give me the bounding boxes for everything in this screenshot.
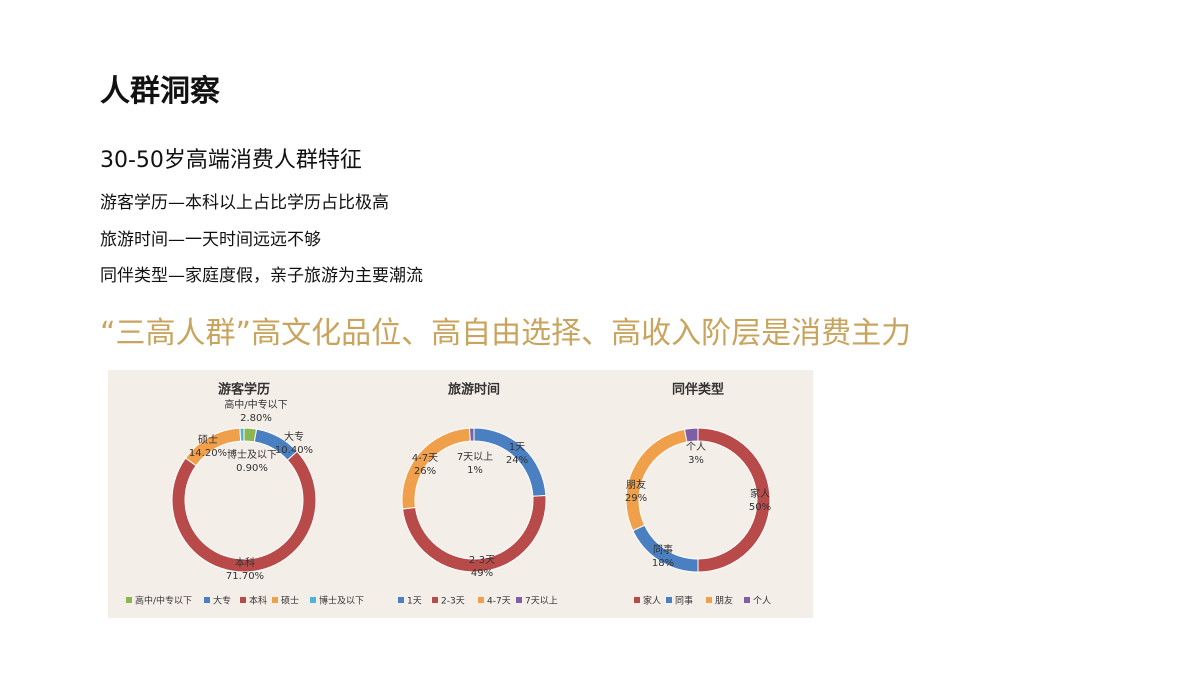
legend-label: 博士及以下 — [319, 595, 364, 607]
legend-label: 朋友 — [715, 595, 733, 607]
data-label: 本科 71.70% — [226, 556, 264, 582]
legend-swatch — [204, 597, 210, 603]
data-label: 硕士 14.20% — [189, 433, 227, 459]
bullet: 同伴类型—家庭度假，亲子旅游为主要潮流 — [100, 266, 423, 286]
legend-swatch — [478, 597, 484, 603]
highlight: “三高人群”高文化品位、高自由选择、高收入阶层是消费主力 — [100, 316, 912, 351]
label-value: 49% — [471, 568, 493, 579]
legend-label: 7天以上 — [525, 596, 558, 607]
label-category: 高中/中专以下 — [224, 398, 287, 411]
data-label: 家人 50% — [749, 487, 771, 513]
label-value: 2.80% — [240, 413, 272, 424]
legend-swatch — [398, 597, 404, 603]
label-value: 3% — [688, 455, 704, 466]
data-label: 同事 18% — [652, 543, 674, 569]
label-value: 71.70% — [226, 571, 264, 582]
data-label: 4-7天 26% — [412, 453, 438, 477]
legend-swatch — [634, 597, 640, 603]
legend-swatch — [310, 597, 316, 603]
label-category: 家人 — [750, 487, 770, 500]
legend-label: 大专 — [213, 595, 231, 607]
label-value: 50% — [749, 502, 771, 513]
legend-label: 1天 — [407, 597, 422, 607]
data-label: 7天以上 1% — [457, 451, 493, 476]
label-value: 14.20% — [189, 448, 227, 459]
data-label: 1天 24% — [506, 442, 528, 466]
data-label: 朋友 29% — [625, 478, 647, 504]
label-category: 同事 — [653, 543, 673, 556]
legend-swatch — [432, 597, 438, 603]
legend-swatch — [744, 597, 750, 603]
chart-panel — [108, 370, 813, 618]
legend-label: 2-3天 — [441, 597, 465, 607]
data-label: 博士及以下 0.90% — [227, 448, 277, 474]
bullet: 旅游时间—一天时间远远不够 — [100, 230, 321, 250]
legend-swatch — [240, 597, 246, 603]
label-category: 博士及以下 — [227, 448, 277, 461]
label-category: 本科 — [235, 556, 255, 569]
label-value: 18% — [652, 558, 674, 569]
chart-title: 旅游时间 — [448, 382, 500, 398]
donut-slice — [468, 427, 475, 442]
data-label: 2-3天 49% — [469, 555, 495, 579]
legend-label: 高中/中专以下 — [135, 595, 192, 607]
donut-slice — [239, 427, 245, 442]
label-category: 1天 — [509, 442, 525, 453]
data-label: 高中/中专以下 2.80% — [224, 398, 287, 424]
label-value: 26% — [414, 466, 436, 477]
donut-slice — [683, 427, 699, 443]
legend-label: 家人 — [643, 595, 661, 607]
legend-label: 个人 — [753, 596, 771, 607]
legend-swatch — [272, 597, 278, 603]
legend-swatch — [516, 597, 522, 603]
legend-label: 同事 — [675, 595, 693, 607]
label-value: 0.90% — [236, 463, 268, 474]
chart-title: 游客学历 — [218, 382, 270, 398]
label-category: 2-3天 — [469, 555, 495, 566]
legend-swatch — [126, 597, 132, 603]
label-category: 朋友 — [626, 478, 646, 491]
label-value: 1% — [467, 465, 483, 476]
label-category: 个人 — [686, 441, 706, 453]
legend-swatch — [706, 597, 712, 603]
label-category: 4-7天 — [412, 453, 438, 464]
legend-label: 硕士 — [281, 595, 299, 607]
bullet: 游客学历—本科以上占比学历占比极高 — [100, 193, 389, 213]
label-category: 硕士 — [198, 433, 218, 446]
label-value: 29% — [625, 493, 647, 504]
label-value: 24% — [506, 455, 528, 466]
chart-title: 同伴类型 — [672, 382, 724, 398]
data-label: 大专 10.40% — [275, 430, 313, 456]
legend-label: 4-7天 — [487, 597, 511, 607]
label-category: 7天以上 — [457, 451, 493, 463]
subtitle: 30-50岁高端消费人群特征 — [100, 148, 362, 173]
title: 人群洞察 — [100, 74, 220, 109]
legend-label: 本科 — [249, 595, 267, 607]
label-value: 10.40% — [275, 445, 313, 456]
label-category: 大专 — [284, 430, 304, 443]
legend-swatch — [666, 597, 672, 603]
data-label: 个人 3% — [686, 441, 706, 466]
